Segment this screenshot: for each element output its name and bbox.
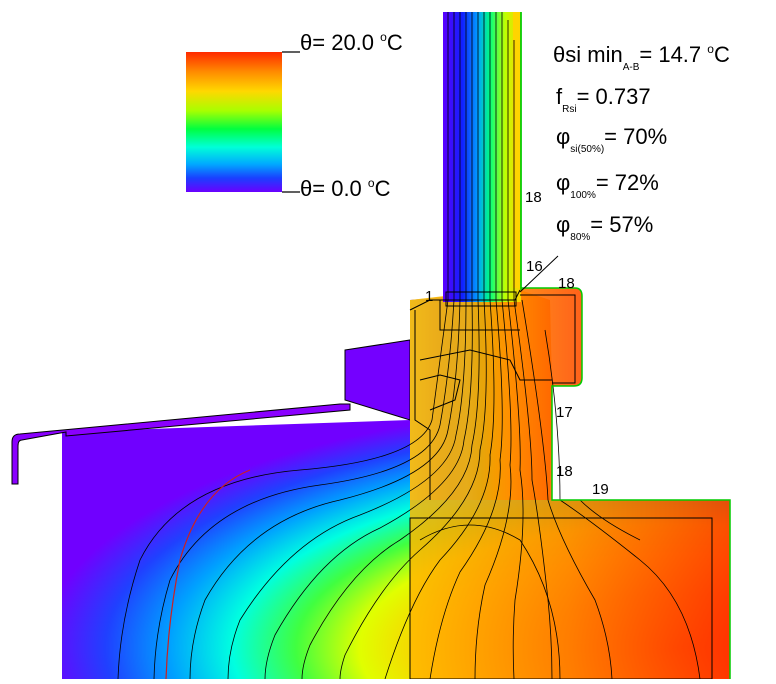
frsi-sub: Rsi <box>562 104 577 115</box>
legend-gradient-bar <box>186 52 282 192</box>
result-theta-si: θsi minA-B= 14.7 oC <box>553 42 730 73</box>
phi-80-main: φ <box>556 212 571 237</box>
interior-surface-outline <box>520 12 731 679</box>
legend-max-degree: o <box>380 30 387 44</box>
legend-min-unit: C <box>374 176 391 201</box>
label-pointer <box>519 255 559 293</box>
result-phi-si50: φsi(50%)= 70% <box>556 124 668 155</box>
result-f-rsi: fRsi= 0.737 <box>556 84 651 115</box>
theta-unit: C <box>713 42 730 67</box>
floor-block <box>410 500 730 679</box>
phi-80-value: = 57% <box>590 212 654 237</box>
legend-min-value: = 0.0 <box>312 176 368 201</box>
phi-si50-value: = 70% <box>604 124 668 149</box>
glazing-edge <box>513 12 521 288</box>
phi-100-value: = 72% <box>595 170 659 195</box>
frame-outlines <box>409 289 576 500</box>
isotherm-label-18-sill: 18 <box>558 275 575 292</box>
isotherm-label-17: 17 <box>556 404 573 421</box>
theta-degree: o <box>707 42 714 56</box>
legend-max-label: θ= 20.0 oC <box>300 30 403 56</box>
external-sill <box>11 403 351 485</box>
theta-symbol: θ <box>553 42 566 67</box>
frsi-main: f <box>556 84 563 109</box>
sub-sill <box>344 339 411 421</box>
frsi-value: = 0.737 <box>576 84 651 109</box>
theta-value: = 14.7 <box>639 42 708 67</box>
legend-min-symbol: θ <box>300 176 313 201</box>
isotherm-label-18-upper: 18 <box>525 189 542 206</box>
isotherm-label-16: 16 <box>526 258 543 275</box>
reference-isotherm <box>165 469 251 680</box>
isotherm-label-1: 1 <box>425 288 434 305</box>
phi-si50-sub: si(50%) <box>570 144 605 155</box>
result-phi-80: φ80%= 57% <box>556 212 654 243</box>
phi-100-sub: 100% <box>570 190 596 201</box>
legend-max-symbol: θ <box>300 30 313 55</box>
phi-100-main: φ <box>556 170 571 195</box>
isotherm-label-19: 19 <box>592 481 609 498</box>
isotherm-lines <box>117 12 701 680</box>
theta-sub: A-B <box>622 62 640 73</box>
legend-max-value: = 20.0 <box>312 30 381 55</box>
glazing <box>443 12 521 302</box>
legend-min-degree: o <box>367 176 375 190</box>
legend-min-label: θ= 0.0 oC <box>300 176 390 202</box>
phi-80-sub: 80% <box>570 232 591 243</box>
result-phi-100: φ100%= 72% <box>556 170 659 201</box>
legend-max-unit: C <box>386 30 403 55</box>
isotherm-label-18-lower: 18 <box>556 463 573 480</box>
theta-main: si min <box>565 42 623 67</box>
phi-si50-main: φ <box>556 124 571 149</box>
